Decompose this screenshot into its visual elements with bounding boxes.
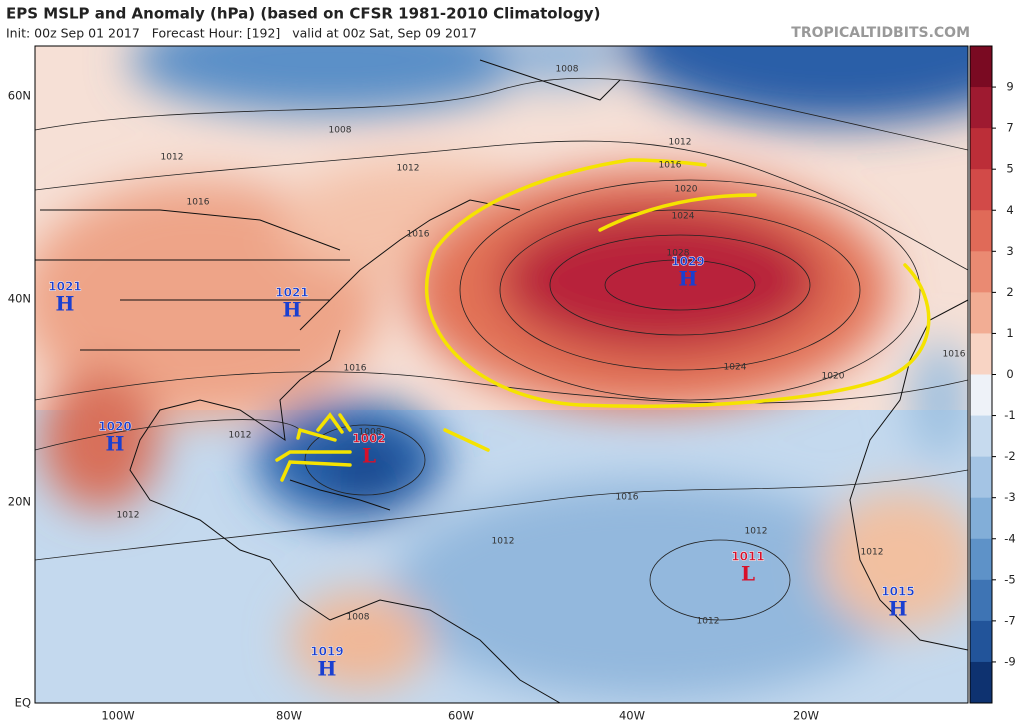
isobar-label: 1008 — [359, 428, 382, 438]
colorbar-label: -7 — [1004, 613, 1015, 627]
lon-label: 40W — [619, 709, 645, 723]
lon-label: 60W — [448, 709, 474, 723]
center-letter: H — [318, 657, 337, 681]
center-letter: L — [362, 444, 376, 468]
isobar-label: 1016 — [659, 161, 682, 171]
colorbar-band — [970, 46, 992, 88]
colorbar-band — [970, 87, 992, 129]
center-letter: H — [283, 298, 302, 322]
colorbar-label: -2 — [1004, 449, 1015, 463]
isobar-label: 1028 — [667, 249, 690, 259]
center-value: 1015 — [881, 585, 914, 599]
lat-label: 40N — [8, 292, 31, 306]
colorbar-label: 7 — [1006, 121, 1013, 135]
colorbar-label: 3 — [1006, 244, 1013, 258]
center-letter: L — [741, 562, 755, 586]
center-value: 1020 — [98, 420, 131, 434]
colorbar-band — [970, 456, 992, 499]
isobar-label: 1008 — [347, 613, 370, 623]
colorbar-band — [970, 169, 992, 211]
isobar-label: 1012 — [161, 153, 184, 163]
isobar-label: 1012 — [229, 431, 252, 441]
isobar-label: 1012 — [397, 164, 420, 174]
colorbar-label: 5 — [1006, 162, 1013, 176]
subtitle: Init: 00z Sep 01 2017 Forecast Hour: [19… — [6, 26, 477, 41]
center-value: 1029 — [671, 255, 704, 269]
isobar-label: 1012 — [745, 527, 768, 537]
center-letter: H — [56, 292, 75, 316]
colorbar-band — [970, 661, 992, 704]
colorbar-band — [970, 251, 992, 293]
colorbar-label: 2 — [1006, 285, 1013, 299]
colorbar-label: 1 — [1006, 326, 1013, 340]
isobar-label: 1024 — [672, 212, 695, 222]
isobar-label: 1012 — [492, 537, 515, 547]
center-value: 1011 — [731, 550, 764, 564]
colorbar-band — [970, 374, 992, 417]
center-letter: H — [889, 597, 908, 621]
center-value: 1021 — [48, 280, 81, 294]
isobar-label: 1012 — [117, 511, 140, 521]
colorbar-band — [970, 210, 992, 252]
map — [35, 46, 968, 703]
colorbar-band — [970, 497, 992, 540]
colorbar-label: -9 — [1004, 654, 1015, 668]
map-frame — [34, 45, 969, 704]
lon-label: 80W — [276, 709, 302, 723]
colorbar-band — [970, 538, 992, 581]
colorbar-label: 9 — [1006, 80, 1013, 94]
colorbar-band — [970, 292, 992, 334]
center-value: 1021 — [275, 286, 308, 300]
title: EPS MSLP and Anomaly (hPa) (based on CFS… — [6, 5, 600, 23]
isobar-label: 1024 — [724, 363, 747, 373]
isobar-label: 1012 — [669, 138, 692, 148]
colorbar-band — [970, 333, 992, 375]
isobar-label: 1008 — [329, 126, 352, 136]
colorbar-band — [970, 620, 992, 663]
isobar-label: 1016 — [187, 198, 210, 208]
isobar-label: 1016 — [407, 230, 430, 240]
lon-label: 20W — [793, 709, 819, 723]
isobar-label: 1020 — [675, 185, 698, 195]
colorbar-label: 0 — [1006, 367, 1013, 381]
lat-label: 20N — [8, 495, 31, 509]
colorbar-label: -1 — [1004, 408, 1015, 422]
colorbar-band — [970, 579, 992, 622]
colorbar-label: -4 — [1004, 531, 1015, 545]
lon-label: 100W — [101, 709, 134, 723]
center-letter: H — [679, 267, 698, 291]
center-value: 1019 — [310, 645, 343, 659]
isobar-label: 1012 — [697, 617, 720, 627]
colorbar-label: -5 — [1004, 572, 1015, 586]
lat-label: EQ — [15, 696, 31, 710]
isobar-label: 1016 — [943, 350, 966, 360]
colorbar: 9 7 5 4 3 2 1 0 -1 -2 -3 -4 -5 -7 -9 — [969, 45, 1016, 704]
colorbar-band — [970, 415, 992, 458]
isobar-label: 1008 — [556, 65, 579, 75]
isobar-label: 1020 — [822, 372, 845, 382]
colorbar-label: 4 — [1006, 203, 1013, 217]
isobar-label: 1012 — [861, 548, 884, 558]
center-letter: H — [106, 432, 125, 456]
isobar-label: 1016 — [616, 493, 639, 503]
colorbar-band — [970, 128, 992, 170]
lat-label: 60N — [8, 89, 31, 103]
colorbar-label: -3 — [1004, 490, 1015, 504]
brand: TROPICALTIDBITS.COM — [791, 25, 970, 41]
center-value: 1002 — [352, 432, 385, 446]
isobar-label: 1016 — [344, 364, 367, 374]
